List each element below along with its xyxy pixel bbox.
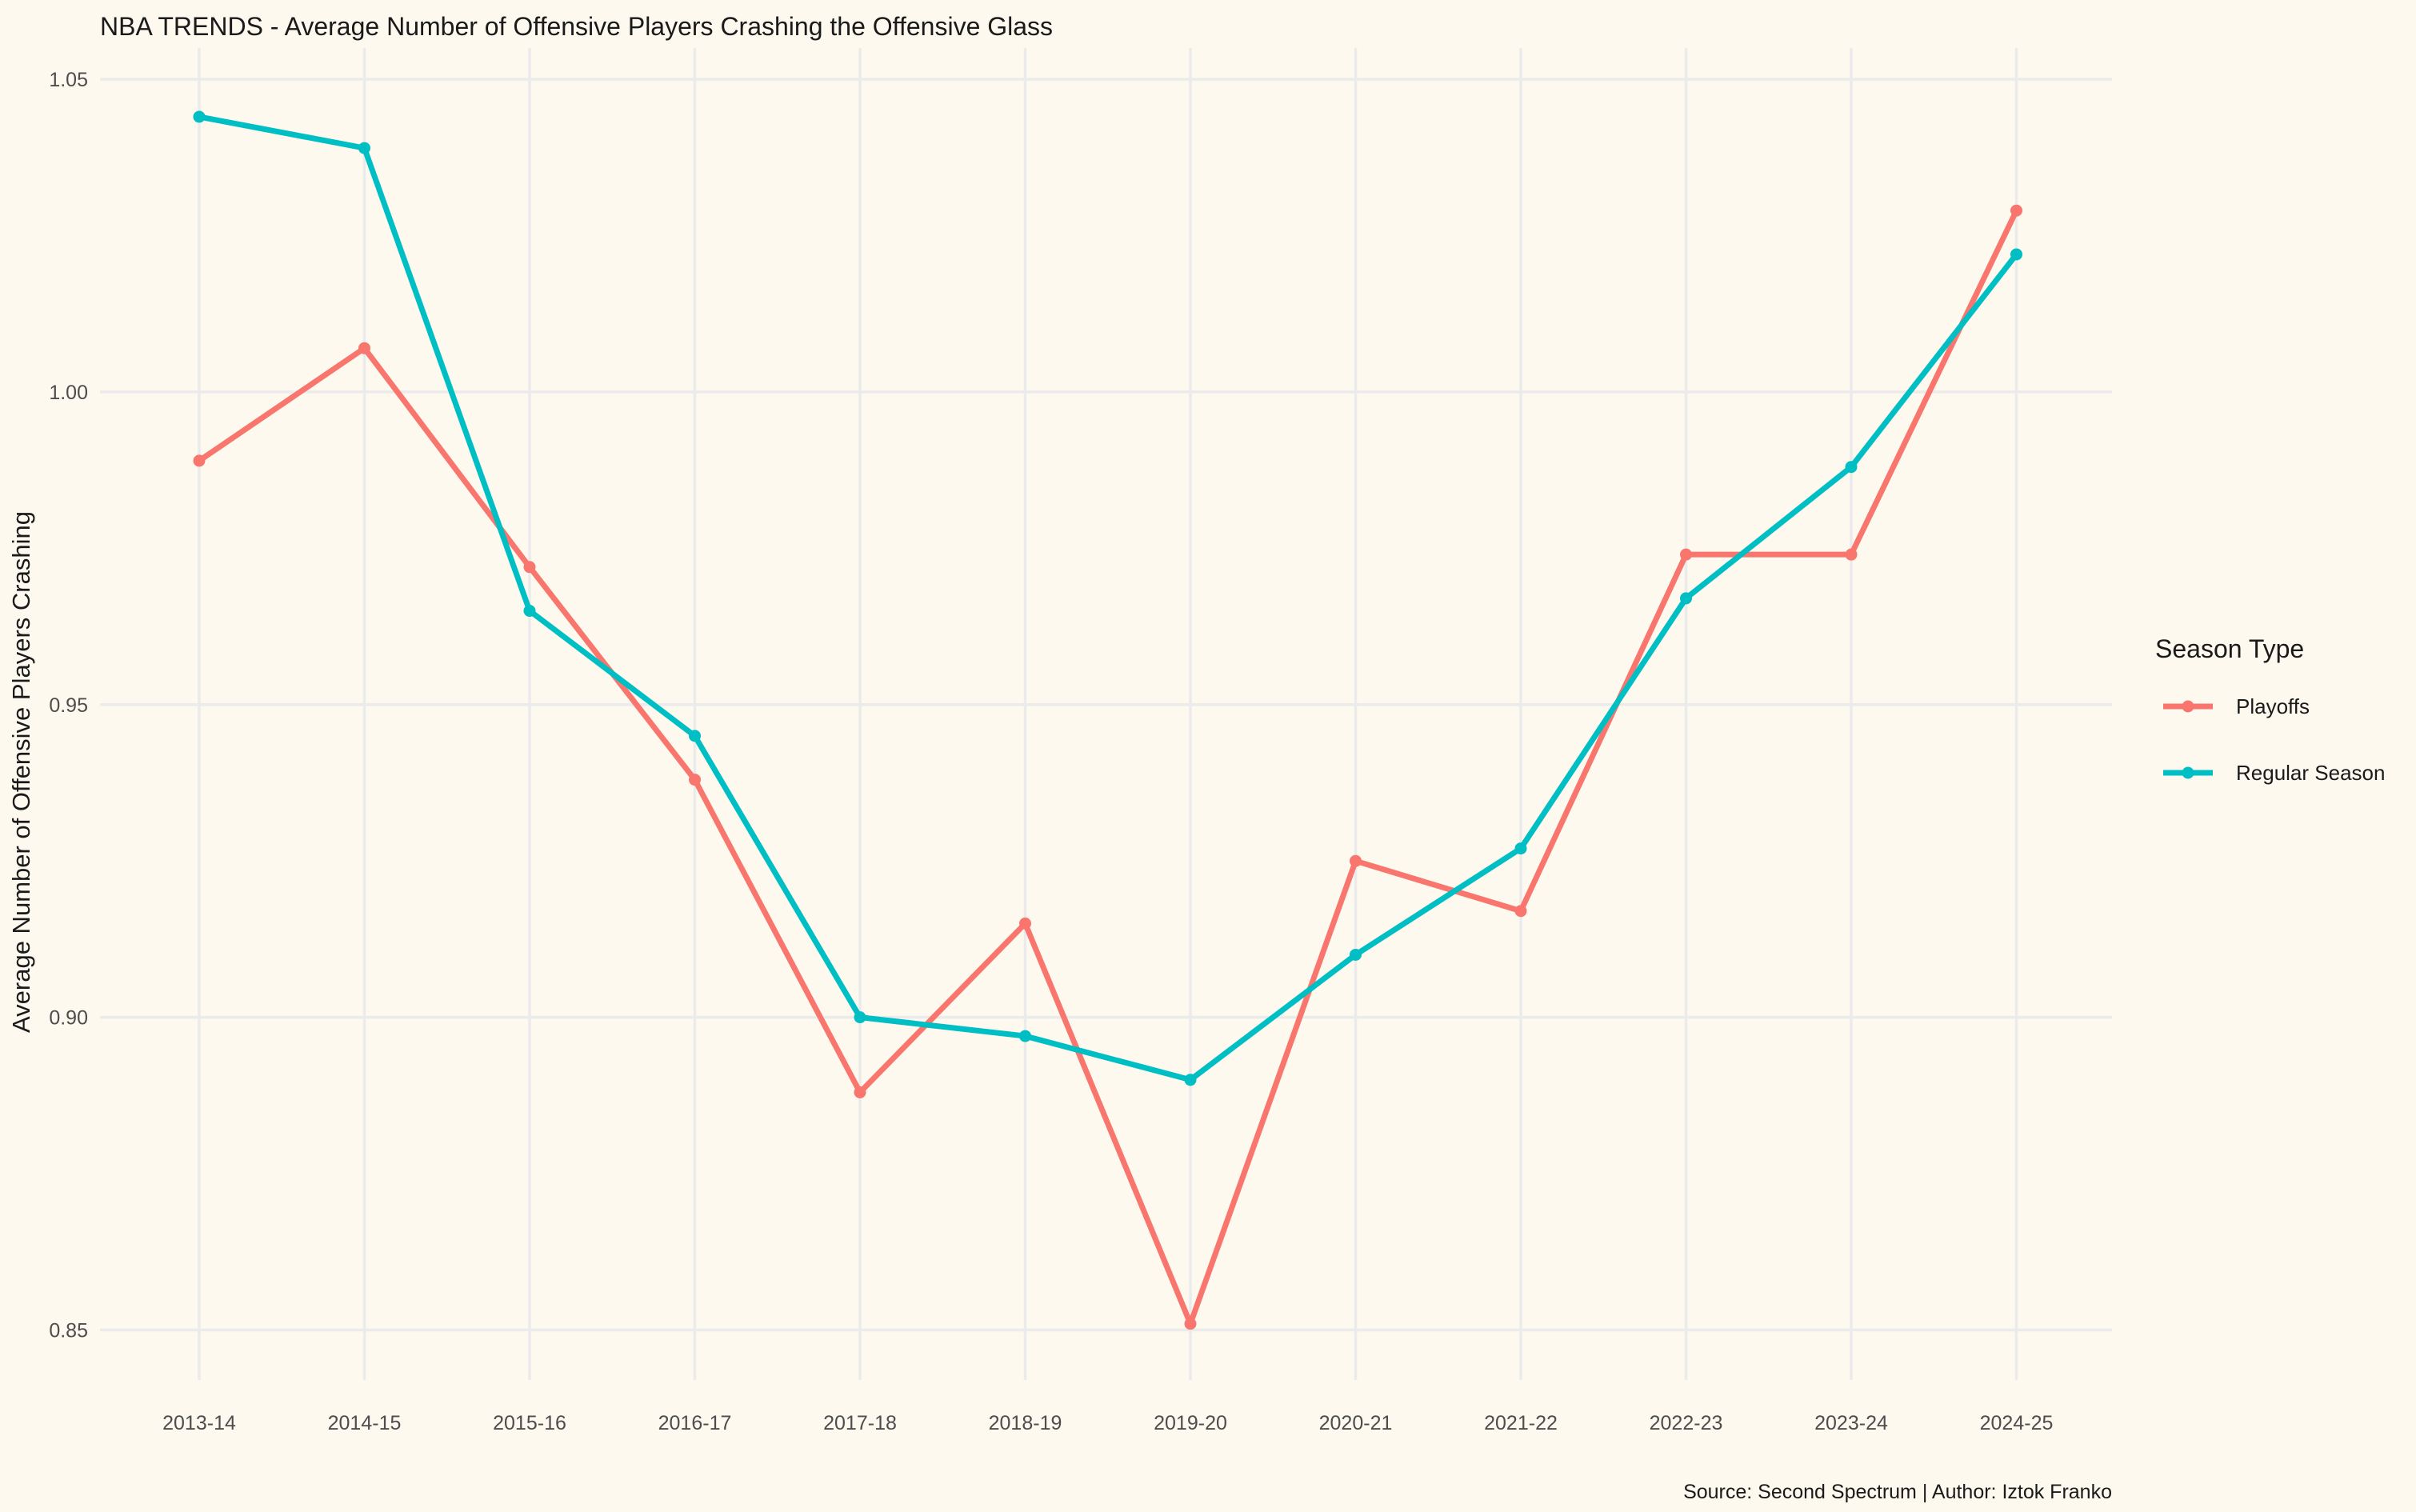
data-point-regular-season [1845,461,1858,474]
x-tick-label: 2021-22 [1484,1412,1558,1434]
x-tick-label: 2023-24 [1814,1412,1888,1434]
x-tick-label: 2014-15 [328,1412,402,1434]
legend: Season Type Playoffs Regular Season [2155,634,2385,785]
x-tick-label: 2020-21 [1319,1412,1393,1434]
legend-key-point [2182,766,2194,779]
data-point-regular-season [358,142,370,154]
data-point-regular-season [854,1011,866,1024]
y-tick-label: 1.05 [49,69,88,91]
series-line-playoffs [198,209,2019,1327]
x-tick-label: 2019-20 [1154,1412,1227,1434]
data-point-regular-season [689,730,701,742]
y-axis-title: Average Number of Offensive Players Cras… [7,511,35,1033]
data-point-playoffs [1184,1318,1197,1330]
data-point-playoffs [1350,854,1362,867]
x-tick-label: 2016-17 [658,1412,732,1434]
legend-title: Season Type [2155,634,2304,663]
axis-layer: 0.85 0.90 0.95 1.00 1.05 2013-14 2014-15 2015-1… [49,69,2053,1434]
x-tick-label: 2017-18 [823,1412,897,1434]
data-point-playoffs [358,342,370,354]
y-tick-label: 0.85 [49,1319,88,1342]
data-point-playoffs [689,774,701,786]
x-tick-label: 2024-25 [1980,1412,2054,1434]
data-point-playoffs [2010,204,2022,217]
x-tick-label: 2015-16 [493,1412,566,1434]
data-point-regular-season [523,605,536,618]
legend-label: Regular Season [2236,761,2385,785]
series-line-regular-season [198,114,2019,1083]
series-regular-season [193,110,2022,1086]
y-tick-label: 0.90 [49,1007,88,1030]
data-point-playoffs [854,1086,866,1098]
legend-key-point [2182,700,2194,713]
data-point-regular-season [2010,248,2022,261]
x-tick-label: 2018-19 [989,1412,1062,1434]
data-point-regular-season [1350,948,1362,961]
legend-item-regular-season: Regular Season [2163,761,2385,785]
data-point-playoffs [523,561,536,574]
series-playoffs [193,204,2022,1330]
caption: Source: Second Spectrum | Author: Iztok … [1683,1481,2112,1503]
legend-item-playoffs: Playoffs [2163,694,2310,718]
y-tick-label: 1.00 [49,382,88,404]
legend-label: Playoffs [2236,694,2310,718]
data-point-regular-season [1680,592,1692,605]
grid-layer [100,48,2112,1380]
data-point-regular-season [1514,842,1527,855]
data-point-playoffs [1019,917,1031,930]
data-point-regular-season [193,110,206,123]
data-point-playoffs [193,454,206,467]
data-point-regular-season [1184,1074,1197,1086]
data-point-playoffs [1680,548,1692,561]
data-point-playoffs [1514,905,1527,918]
x-tick-label: 2022-23 [1650,1412,1723,1434]
chart-title: NBA TRENDS - Average Number of Offensive… [100,12,1053,41]
data-point-regular-season [1019,1030,1031,1042]
legend-items: Playoffs Regular Season [2163,694,2385,785]
y-tick-label: 0.95 [49,694,88,717]
series-layer [193,110,2022,1330]
data-point-playoffs [1845,548,1858,561]
x-tick-label: 2013-14 [162,1412,236,1434]
